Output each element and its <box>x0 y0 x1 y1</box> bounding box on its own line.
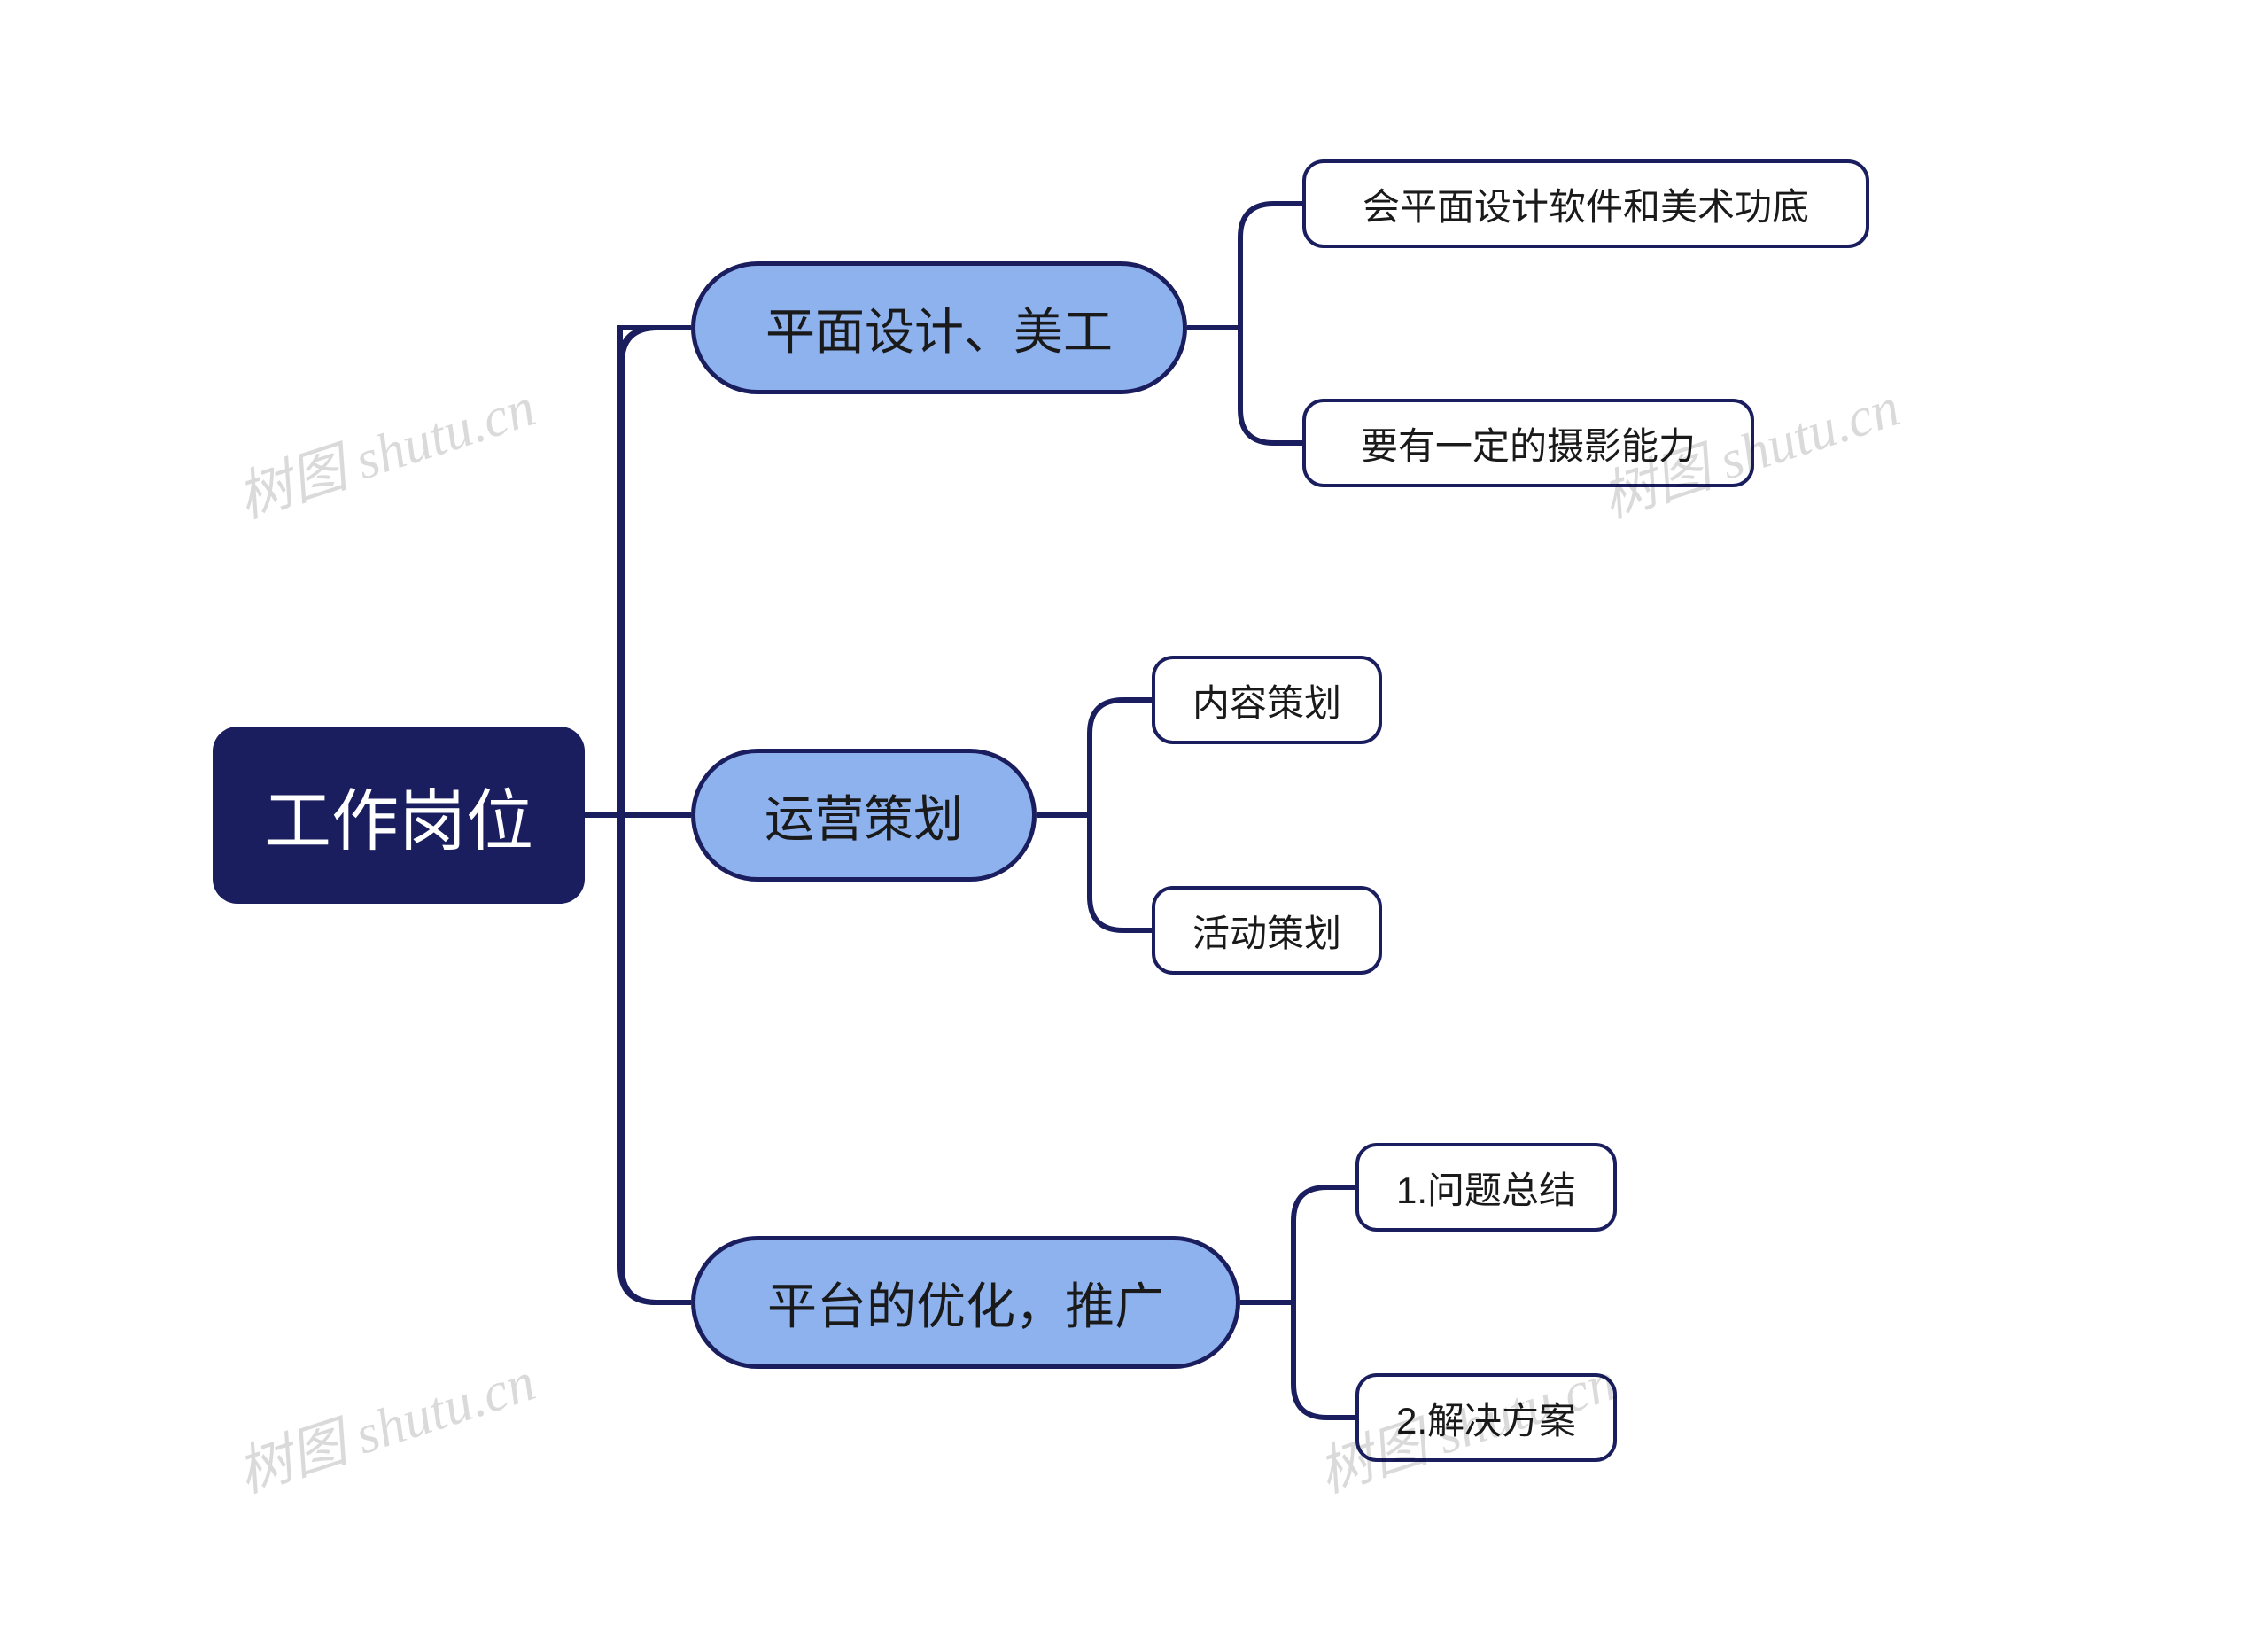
leaf-node: 内容策划 <box>1152 656 1382 744</box>
branch-node-platform: 平台的优化，推广 <box>691 1236 1240 1369</box>
branch-label: 平台的优化，推广 <box>767 1267 1164 1339</box>
leaf-label: 会平面设计软件和美术功底 <box>1363 177 1809 231</box>
root-node: 工作岗位 <box>213 727 585 904</box>
watermark: 树图 shutu.cn <box>226 361 544 532</box>
watermark: 树图 shutu.cn <box>1590 361 1908 532</box>
watermark: 树图 shutu.cn <box>1307 1336 1625 1507</box>
branch-node-design: 平面设计、美工 <box>691 261 1187 394</box>
watermark: 树图 shutu.cn <box>226 1336 544 1507</box>
leaf-label: 活动策划 <box>1192 904 1341 958</box>
leaf-node: 活动策划 <box>1152 886 1382 975</box>
branch-node-operations: 运营策划 <box>691 749 1037 882</box>
leaf-node: 1.问题总结 <box>1355 1143 1617 1232</box>
branch-label: 运营策划 <box>765 780 963 851</box>
leaf-label: 内容策划 <box>1192 673 1341 727</box>
root-label: 工作岗位 <box>264 766 533 864</box>
leaf-node: 会平面设计软件和美术功底 <box>1302 159 1869 248</box>
leaf-label: 1.问题总结 <box>1396 1161 1576 1215</box>
branch-label: 平面设计、美工 <box>765 292 1113 364</box>
